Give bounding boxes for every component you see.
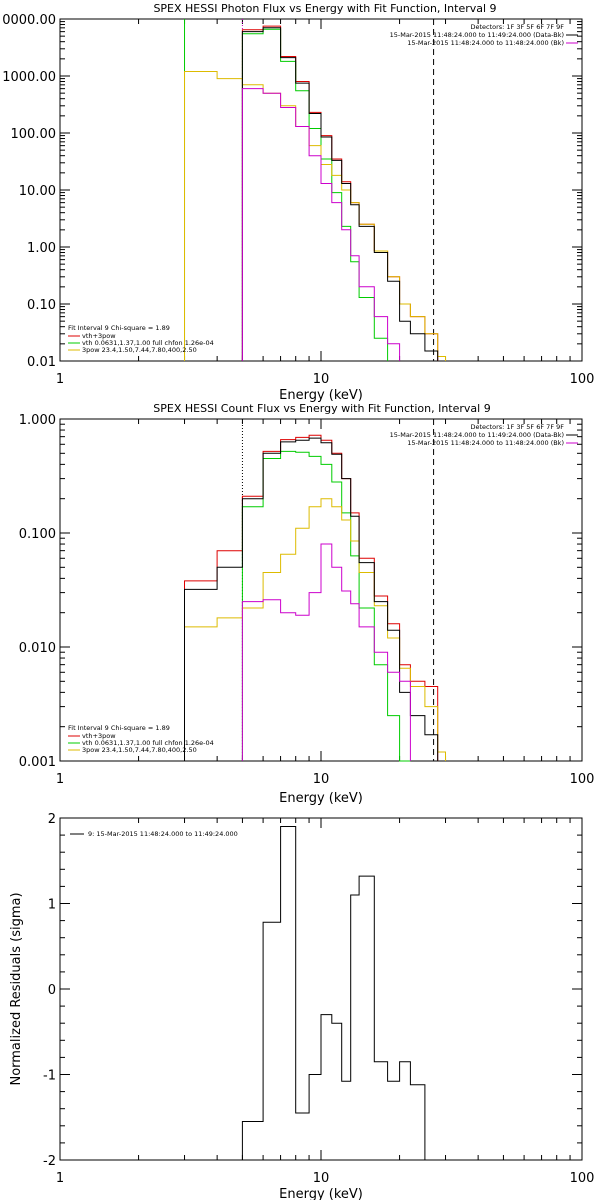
panel1-vlines xyxy=(184,19,435,361)
y-tick-label: 1.00 xyxy=(27,241,56,256)
panel1-grid-ticks xyxy=(60,18,582,362)
panel3-legend: 9: 15-Mar-2015 11:48:24.000 to 11:49:24.… xyxy=(70,830,238,838)
y-tick-label: 1000.00 xyxy=(2,70,56,85)
series-line-bk xyxy=(241,543,411,761)
y-tick-label: 100.00 xyxy=(11,127,57,142)
legend-entry: 15-Mar-2015 11:48:24.000 to 11:49:24.000… xyxy=(390,431,564,439)
legend-entry: vth 0.0631,1.37,1.00 full chfon 1.26e-04 xyxy=(82,739,214,747)
panel3-plot-frame xyxy=(59,817,583,1161)
legend-entry: 3pow 23.4,1.50,7.44,7.80,400,2.50 xyxy=(82,346,197,354)
legend-entry: 15-Mar-2015 11:48:24.000 to 11:49:24.000… xyxy=(390,31,564,39)
panel1-series xyxy=(184,25,446,361)
panel2-series xyxy=(184,434,446,762)
y-tick-label: 0.100 xyxy=(19,527,56,542)
panel1-legend-top: Detectors: 1F 3F 5F 6F 7F 9F15-Mar-2015 … xyxy=(390,23,578,47)
count-flux-panel: SPEX HESSI Count Flux vs Energy with Fit… xyxy=(19,402,595,806)
legend-entry: 15-Mar-2015 11:48:24.000 to 11:48:24.000… xyxy=(407,439,564,447)
panel3-xtick-labels: 1 10 100 xyxy=(56,1171,595,1186)
residuals-panel: -2 -1 0 1 2 1 10 100 Energy (keV) Normalized R… xyxy=(9,812,594,1200)
y-tick-label: 2 xyxy=(48,812,56,827)
legend-entry: 15-Mar-2015 11:48:24.000 to 11:48:24.000… xyxy=(407,39,564,47)
y-tick-label: 0.10 xyxy=(27,298,56,313)
series-line-vth-3pow xyxy=(241,25,439,361)
x-tick-label: 100 xyxy=(570,1171,595,1186)
series-line-3pow xyxy=(184,71,446,361)
x-tick-label: 100 xyxy=(570,372,595,387)
x-tick-label: 10 xyxy=(313,372,330,387)
legend-header: Detectors: 1F 3F 5F 6F 7F 9F xyxy=(470,23,564,31)
legend-header: Fit Interval 9 Chi-square = 1.89 xyxy=(68,324,170,332)
panel1-plot-frame xyxy=(59,18,583,362)
panel1-title: SPEX HESSI Photon Flux vs Energy with Fi… xyxy=(153,2,496,15)
legend-entry: vth+3pow xyxy=(82,332,116,340)
legend-header: Detectors: 1F 3F 5F 6F 7F 9F xyxy=(470,423,564,431)
series-line-9-15-mar-2015-11-48-24-000-to-11-49-24-000 xyxy=(241,826,438,1161)
legend-entry: vth+3pow xyxy=(82,732,116,740)
legend-header: Fit Interval 9 Chi-square = 1.89 xyxy=(68,724,170,732)
series-line-vth xyxy=(241,450,411,762)
y-tick-label: 10.00 xyxy=(19,184,56,199)
panel2-ytick-labels: 0.001 0.010 0.100 1.000 xyxy=(19,413,56,770)
x-tick-label: 10 xyxy=(313,772,330,787)
panel2-legend-bottom: Fit Interval 9 Chi-square = 1.89vth+3pow… xyxy=(68,724,214,754)
panel1-ytick-labels: 0.01 0.10 1.00 10.00 100.00 1000.00 0000.00 xyxy=(2,13,56,370)
panel2-vlines xyxy=(241,419,435,761)
y-tick-label: 0.001 xyxy=(19,755,56,770)
panel1-legend-bottom: Fit Interval 9 Chi-square = 1.89vth+3pow… xyxy=(68,324,214,354)
series-line-vth xyxy=(241,28,389,361)
series-line-data-bk xyxy=(241,27,439,361)
legend-entry: vth 0.0631,1.37,1.00 full chfon 1.26e-04 xyxy=(82,339,214,347)
series-line-bk xyxy=(241,88,401,361)
panel3-series xyxy=(241,826,438,1161)
x-tick-label: 100 xyxy=(570,772,595,787)
panel3-ylabel: Normalized Residuals (sigma) xyxy=(9,892,24,1085)
panel2-legend-top: Detectors: 1F 3F 5F 6F 7F 9F15-Mar-2015 … xyxy=(390,423,578,447)
panel2-xlabel: Energy (keV) xyxy=(279,791,363,806)
panel3-ytick-labels: -2 -1 0 1 2 xyxy=(43,812,56,1169)
panel2-title: SPEX HESSI Count Flux vs Energy with Fit… xyxy=(153,402,490,415)
x-tick-label: 1 xyxy=(56,772,64,787)
panel1-xtick-labels: 1 10 100 xyxy=(56,372,595,387)
y-tick-label: -2 xyxy=(43,1154,56,1169)
y-tick-label: 1 xyxy=(48,898,56,913)
y-tick-label: 0.01 xyxy=(27,355,56,370)
photon-flux-panel: SPEX HESSI Photon Flux vs Energy with Fi… xyxy=(2,2,594,403)
x-tick-label: 1 xyxy=(56,372,64,387)
y-tick-label: 1.000 xyxy=(19,413,56,428)
x-tick-label: 1 xyxy=(56,1171,64,1186)
panel1-xlabel: Energy (keV) xyxy=(279,388,363,403)
panel3-grid-ticks xyxy=(60,817,582,1161)
series-line-data-bk xyxy=(184,437,439,761)
panel2-xtick-labels: 1 10 100 xyxy=(56,772,595,787)
y-tick-label: -1 xyxy=(43,1069,56,1084)
y-tick-label: 0.010 xyxy=(19,641,56,656)
legend-entry: 9: 15-Mar-2015 11:48:24.000 to 11:49:24.… xyxy=(88,830,238,838)
x-tick-label: 10 xyxy=(313,1171,330,1186)
y-tick-label: 0 xyxy=(48,983,56,998)
series-line-vth-3pow xyxy=(184,434,439,761)
series-line-3pow xyxy=(184,498,446,761)
y-tick-label: 0000.00 xyxy=(2,13,56,28)
legend-entry: 3pow 23.4,1.50,7.44,7.80,400,2.50 xyxy=(82,746,197,754)
panel3-xlabel: Energy (keV) xyxy=(279,1187,363,1200)
